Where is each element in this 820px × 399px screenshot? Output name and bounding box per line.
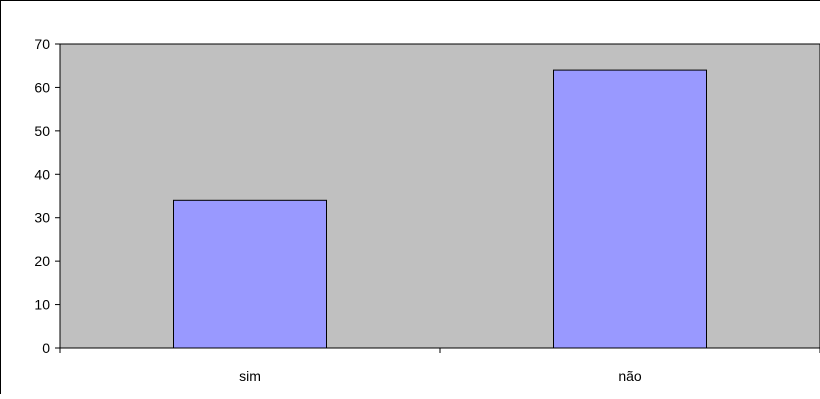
labels-layer: 0 10 20 30 40 50 60 70 sim não [34,36,641,384]
x-tick-label: não [618,368,642,384]
y-tick-label: 60 [34,79,50,95]
y-tick-label: 40 [34,166,50,182]
bar-0 [173,199,327,349]
x-tick-label: sim [239,368,261,384]
y-tick-label: 20 [34,253,50,269]
y-tick-label: 70 [34,36,50,52]
bar-1 [553,69,707,349]
y-tick-label: 10 [34,297,50,313]
y-tick-label: 50 [34,123,50,139]
y-tick-label: 0 [42,340,50,356]
y-tick-label: 30 [34,210,50,226]
axes-layer [55,43,820,353]
